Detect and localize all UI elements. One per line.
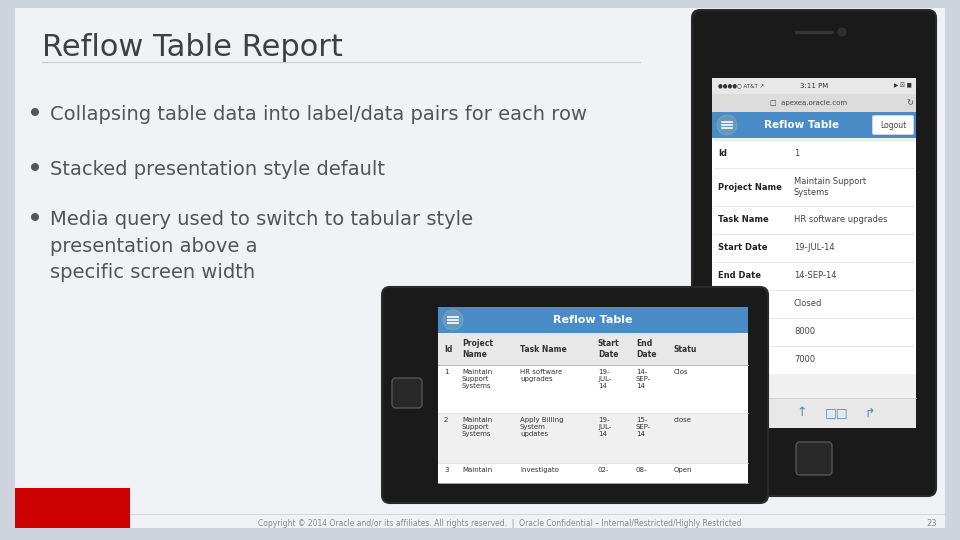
Text: Cost: Cost	[718, 327, 739, 336]
Text: >: >	[742, 407, 753, 420]
Text: Stacked presentation style default: Stacked presentation style default	[50, 160, 385, 179]
Text: Maintain
Support
Systems: Maintain Support Systems	[462, 417, 492, 437]
Circle shape	[31, 163, 39, 171]
Bar	[712, 290, 916, 318]
Bar	[712, 78, 916, 428]
Text: □  apexea.oracle.com: □ apexea.oracle.com	[771, 100, 848, 106]
FancyBboxPatch shape	[796, 442, 832, 475]
Bar	[712, 78, 916, 94]
Text: End
Date: End Date	[636, 339, 657, 359]
Text: 23: 23	[926, 519, 937, 529]
Bar	[15, 488, 130, 528]
Bar	[438, 307, 748, 483]
Text: Reflow Table: Reflow Table	[553, 315, 633, 325]
Text: ↑: ↑	[797, 407, 807, 420]
Bar	[712, 398, 916, 428]
Text: 3: 3	[444, 467, 448, 473]
Text: Start
Date: Start Date	[598, 339, 619, 359]
Text: Maintain
Support
Systems: Maintain Support Systems	[462, 369, 492, 389]
Circle shape	[717, 115, 737, 135]
Text: Id: Id	[718, 150, 727, 159]
Bar	[712, 206, 916, 234]
Text: Media query used to switch to tabular style
presentation above a
specific screen: Media query used to switch to tabular st…	[50, 210, 473, 282]
Text: Closed: Closed	[794, 300, 823, 308]
Bar	[438, 333, 748, 365]
Text: Reflow Table: Reflow Table	[764, 120, 840, 130]
Bar	[712, 346, 916, 374]
Text: 8000: 8000	[794, 327, 815, 336]
Text: Maintain Support
Systems: Maintain Support Systems	[794, 177, 866, 197]
Text: Project Name: Project Name	[718, 183, 781, 192]
Text: Copyright © 2014 Oracle and/or its affiliates. All rights reserved.  |  Oracle C: Copyright © 2014 Oracle and/or its affil…	[258, 519, 742, 529]
Text: ●●●●○ AT&T ↗: ●●●●○ AT&T ↗	[718, 84, 764, 89]
Bar	[712, 138, 916, 428]
Text: Apply Billing
System
updates: Apply Billing System updates	[520, 417, 564, 437]
Bar	[438, 365, 748, 413]
Bar	[712, 168, 916, 206]
FancyBboxPatch shape	[382, 287, 768, 503]
Text: ▶ ☒ ■: ▶ ☒ ■	[894, 83, 912, 89]
Text: Collapsing table data into label/data pairs for each row: Collapsing table data into label/data pa…	[50, 105, 587, 124]
Text: HR software upgrades: HR software upgrades	[794, 215, 887, 225]
Text: 1: 1	[794, 150, 800, 159]
Text: 02-: 02-	[598, 467, 610, 473]
Text: close: close	[674, 417, 692, 423]
Text: 15-
SEP-
14: 15- SEP- 14	[636, 417, 651, 437]
Text: Project
Name: Project Name	[462, 339, 493, 359]
Text: Clos: Clos	[674, 369, 688, 375]
Text: Task Name: Task Name	[520, 345, 566, 354]
Text: Status: Status	[718, 300, 749, 308]
Text: Investigato: Investigato	[520, 467, 559, 473]
Text: Logout: Logout	[880, 120, 906, 130]
Text: Open: Open	[674, 467, 692, 473]
Text: HR software
upgrades: HR software upgrades	[520, 369, 563, 382]
FancyBboxPatch shape	[392, 378, 422, 408]
Bar	[712, 94, 916, 112]
Text: 19-JUL-14: 19-JUL-14	[794, 244, 834, 253]
Bar	[712, 140, 916, 168]
Text: 2: 2	[444, 417, 448, 423]
Text: ORACLE: ORACLE	[26, 498, 118, 518]
FancyBboxPatch shape	[692, 10, 936, 496]
Bar	[712, 234, 916, 262]
Text: <: <	[721, 407, 732, 420]
Text: □□: □□	[826, 407, 849, 420]
Text: 14-
SEP-
14: 14- SEP- 14	[636, 369, 651, 389]
Text: Budget: Budget	[718, 355, 753, 364]
Text: End Date: End Date	[718, 272, 761, 280]
Text: ↻: ↻	[906, 98, 914, 107]
Text: Id: Id	[444, 345, 452, 354]
Text: Start Date: Start Date	[718, 244, 767, 253]
Bar	[438, 413, 748, 463]
Circle shape	[838, 28, 846, 36]
Circle shape	[31, 213, 39, 221]
Text: Maintain: Maintain	[462, 467, 492, 473]
Bar	[438, 463, 748, 483]
Text: ↱: ↱	[865, 407, 876, 420]
Text: 3:11 PM: 3:11 PM	[800, 83, 828, 89]
Text: Statu: Statu	[674, 345, 697, 354]
Text: 1: 1	[444, 369, 448, 375]
Bar	[712, 262, 916, 290]
Text: Reflow Table Report: Reflow Table Report	[42, 33, 343, 63]
FancyBboxPatch shape	[873, 116, 914, 134]
Text: 19-
JUL-
14: 19- JUL- 14	[598, 417, 612, 437]
Text: 08-: 08-	[636, 467, 647, 473]
Text: 14-SEP-14: 14-SEP-14	[794, 272, 836, 280]
Circle shape	[443, 310, 463, 330]
Text: 19-
JUL-
14: 19- JUL- 14	[598, 369, 612, 389]
Bar	[438, 307, 748, 333]
Bar	[438, 333, 748, 483]
Circle shape	[31, 108, 39, 116]
Bar	[712, 318, 916, 346]
Text: Task Name: Task Name	[718, 215, 769, 225]
Text: 7000: 7000	[794, 355, 815, 364]
Bar	[712, 112, 916, 138]
